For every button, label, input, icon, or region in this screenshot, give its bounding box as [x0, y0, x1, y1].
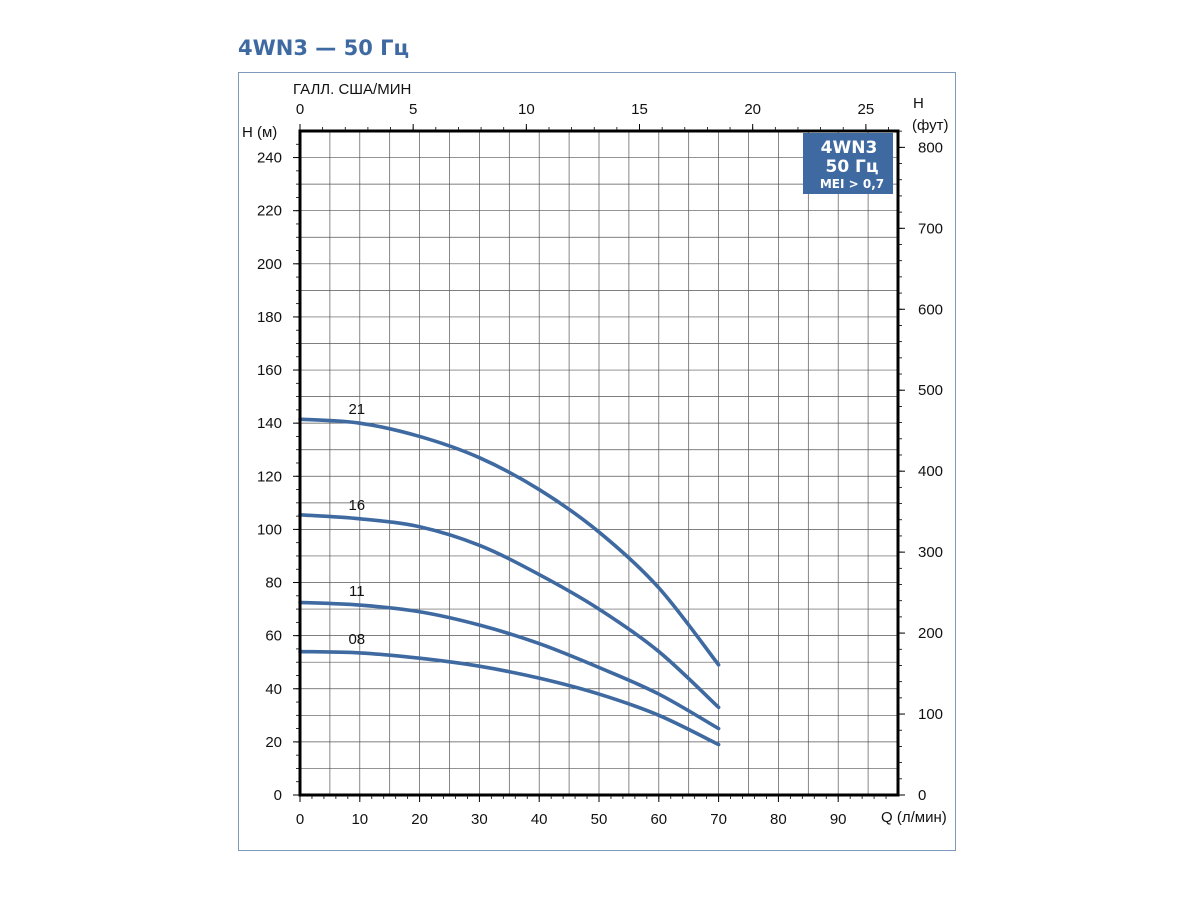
performance-curves	[298, 417, 721, 747]
x-tick-label: 20	[411, 811, 428, 828]
pump-curve-chart: 0 10 20 30 40 50 60 70 80 90020406080100120140160…	[242, 81, 949, 828]
y-tick-label: 160	[257, 362, 282, 379]
x2-tick-label: 25	[858, 101, 875, 118]
curve-11	[298, 600, 721, 731]
y2-tick-label: 800	[918, 139, 943, 156]
curve-label-21: 21	[348, 401, 365, 418]
x-tick-label: 80	[770, 811, 787, 828]
y-tick-label: 180	[257, 309, 282, 326]
x2-tick-label: 20	[744, 101, 761, 118]
curve-21	[298, 417, 721, 667]
y-tick-label: 240	[257, 150, 282, 167]
y-tick-label: 200	[257, 256, 282, 273]
y2-axis-title-line2: (фут)	[912, 117, 949, 134]
x-tick-label: 10	[351, 811, 368, 828]
y2-tick-label: 400	[918, 463, 943, 480]
model-badge-background	[803, 133, 893, 194]
curve-label-16: 16	[348, 497, 365, 514]
x-tick-label: 0	[296, 811, 304, 828]
y-tick-label: 220	[257, 203, 282, 220]
y-tick-label: 140	[257, 415, 282, 432]
x-tick-label: 70	[710, 811, 727, 828]
x2-tick-label: 15	[631, 101, 648, 118]
y-tick-label: 60	[265, 628, 282, 645]
tick-labels: 0 10 20 30 40 50 60 70 80 90020406080100120140160…	[257, 101, 943, 828]
y-tick-label: 100	[257, 521, 282, 538]
y-tick-label: 40	[265, 681, 282, 698]
y2-tick-label: 200	[918, 625, 943, 642]
badge-model: 4WN3	[821, 138, 878, 158]
curve-08	[298, 649, 721, 747]
y2-tick-label: 300	[918, 544, 943, 561]
y2-axis-title-line1: H	[913, 95, 924, 112]
y2-tick-label: 100	[918, 706, 943, 723]
model-badge: 4WN3 50 Гц MEI > 0,7	[803, 133, 893, 194]
curve-label-11: 11	[349, 583, 365, 600]
y-tick-label: 80	[265, 575, 282, 592]
badge-frequency: 50 Гц	[825, 157, 878, 177]
x2-tick-label: 10	[518, 101, 535, 118]
y2-tick-label: 0	[918, 787, 926, 804]
x2-axis-title: ГАЛЛ. США/МИН	[293, 81, 411, 98]
curve-16	[298, 512, 721, 710]
page-title: 4WN3 — 50 Гц	[238, 36, 410, 60]
x-tick-label: 40	[531, 811, 548, 828]
axis-ticks	[293, 124, 905, 802]
x-tick-label: 90	[830, 811, 847, 828]
y-axis-title: H (м)	[242, 124, 277, 141]
chart-frame: 0 10 20 30 40 50 60 70 80 90 0 20 40 60 80 100 120 140 160…	[238, 72, 956, 851]
x2-tick-label: 5	[409, 101, 417, 118]
y-tick-label: 20	[265, 734, 282, 751]
x-tick-label: 50	[591, 811, 608, 828]
y2-tick-label: 700	[918, 220, 943, 237]
curve-label-08: 08	[348, 631, 365, 648]
y-tick-label: 0	[274, 787, 282, 804]
x2-tick-label: 0	[296, 101, 304, 118]
x-axis-title: Q (л/мин)	[881, 809, 947, 826]
y2-tick-label: 600	[918, 301, 943, 318]
y-tick-label: 120	[257, 468, 282, 485]
badge-mei: MEI > 0,7	[820, 177, 884, 191]
y2-tick-label: 500	[918, 382, 943, 399]
x-tick-label: 30	[471, 811, 488, 828]
grid-lines	[300, 131, 898, 795]
x-tick-label: 60	[650, 811, 667, 828]
